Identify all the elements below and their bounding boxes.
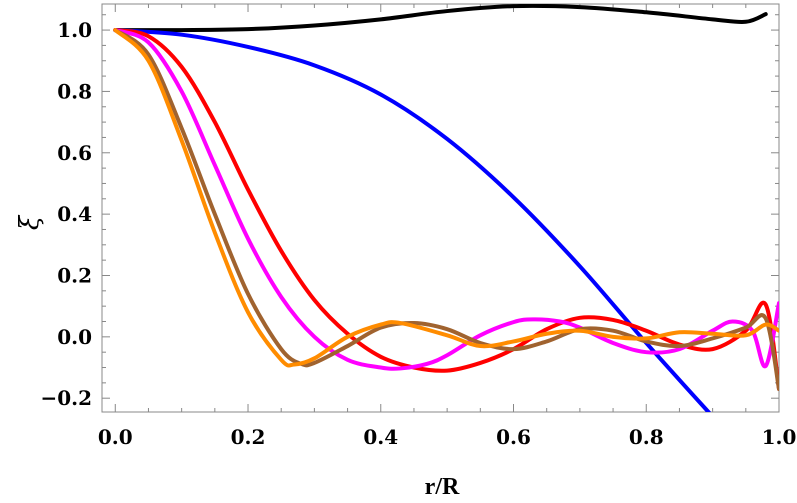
series-line-red [113,28,779,391]
plot-frame [101,3,780,413]
series-line-blue [113,28,712,412]
x-tick-label: 1.0 [762,425,797,449]
x-tick-label: 0.6 [496,425,531,449]
y-tick-label: 0.6 [57,141,92,165]
series-line-brown [113,28,779,391]
y-axis-label: ξ [15,214,45,230]
y-tick-labels: −0.2 0.0 0.2 0.4 0.6 0.8 1.0 [40,18,92,410]
x-axis-label: r/R [425,474,460,500]
series-line-magenta [113,28,779,371]
y-tick-label: 1.0 [57,18,92,42]
y-tick-label: 0.8 [57,79,92,103]
x-tick-label: 0.8 [629,425,664,449]
y-tick-label: −0.2 [40,386,92,410]
y-tick-label: 0.2 [57,263,92,287]
x-tick-label: 0.2 [231,425,266,449]
series-line-black [113,4,768,33]
series-lines [113,4,779,412]
y-tick-label: 0.0 [57,325,92,349]
x-tick-labels: 0.0 0.2 0.4 0.6 0.8 1.0 [98,425,797,449]
x-tick-label: 0.4 [363,425,398,449]
y-tick-label: 0.4 [57,202,92,226]
series-line-orange [113,28,779,368]
x-tick-label: 0.0 [98,425,133,449]
